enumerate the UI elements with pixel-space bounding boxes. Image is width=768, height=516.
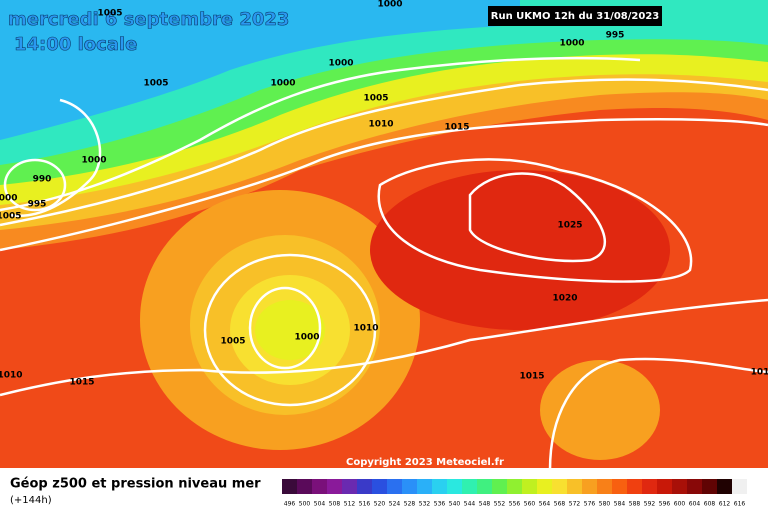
isobar-label: 1000 [559, 39, 584, 49]
isobar-label: 1015 [444, 123, 469, 133]
legend-swatch [357, 479, 372, 494]
legend-swatch [462, 479, 477, 494]
legend-swatch [522, 479, 537, 494]
legend-label: 496 [284, 501, 296, 508]
time-title: 14:00 locale [14, 34, 137, 55]
legend-swatch [552, 479, 567, 494]
legend-label: 584 [614, 501, 626, 508]
date-title: mercredi 6 septembre 2023 [8, 9, 289, 30]
isobar-label: 1005 [97, 9, 122, 19]
legend-label: 544 [464, 501, 476, 508]
isobar-label: 1000 [270, 79, 295, 89]
legend-swatch [627, 479, 642, 494]
legend-swatch [702, 479, 717, 494]
legend-swatch [342, 479, 357, 494]
isobar-label: 1025 [557, 221, 582, 231]
legend-swatch [537, 479, 552, 494]
legend-label: 548 [479, 501, 491, 508]
legend-swatch [477, 479, 492, 494]
isobar-label: 1010 [353, 324, 378, 334]
legend-label: 552 [494, 501, 506, 508]
legend-label: 576 [584, 501, 596, 508]
isobar-label: 1010 [368, 120, 393, 130]
legend-swatch [387, 479, 402, 494]
legend-swatch [282, 479, 297, 494]
isobar-label: 1015 [519, 372, 544, 382]
legend-swatch [567, 479, 582, 494]
isobar-label: 1000 [328, 59, 353, 69]
isobar-label: 990 [33, 175, 52, 185]
legend-swatch [417, 479, 432, 494]
legend-label: 568 [554, 501, 566, 508]
isobar-label: 1005 [363, 94, 388, 104]
copyright: Copyright 2023 Meteociel.fr [346, 457, 504, 468]
footer-subtitle: (+144h) [10, 495, 52, 506]
legend-label: 512 [344, 501, 356, 508]
isobar-label: 1000 [377, 0, 402, 10]
legend-label: 596 [659, 501, 671, 508]
legend-swatch [432, 479, 447, 494]
legend-swatch [372, 479, 387, 494]
legend-label: 508 [329, 501, 341, 508]
legend-label: 612 [719, 501, 731, 508]
legend-swatch [582, 479, 597, 494]
legend-label: 592 [644, 501, 656, 508]
legend-label: 560 [524, 501, 536, 508]
isobar-label: 1020 [552, 294, 577, 304]
run-info: Run UKMO 12h du 31/08/2023 [491, 11, 660, 22]
legend-label: 504 [314, 501, 326, 508]
isobar-label: 1015 [69, 378, 94, 388]
legend-label: 540 [449, 501, 461, 508]
legend-swatch [507, 479, 522, 494]
isobar-label: 1000 [0, 194, 18, 204]
map-background [0, 0, 768, 468]
isobar-label: 1000 [81, 156, 106, 166]
legend-swatch [687, 479, 702, 494]
isobar-label: 995 [28, 200, 47, 210]
legend-swatch [717, 479, 732, 494]
legend-label: 600 [674, 501, 686, 508]
legend-label: 564 [539, 501, 551, 508]
legend-label: 520 [374, 501, 386, 508]
legend-label: 608 [704, 501, 716, 508]
legend-label: 524 [389, 501, 401, 508]
legend-label: 572 [569, 501, 581, 508]
isobar-label: 1010 [0, 371, 23, 381]
legend-label: 536 [434, 501, 446, 508]
run-box [488, 6, 662, 26]
isobar-label: 1005 [0, 212, 22, 222]
legend-label: 532 [419, 501, 431, 508]
legend-swatch [597, 479, 612, 494]
legend-swatch [642, 479, 657, 494]
legend-label: 516 [359, 501, 371, 508]
legend-label: 604 [689, 501, 701, 508]
isobar-labels: 1005 1000 995 1000 1000 1005 1000 1005 1010 1015 1… [0, 0, 768, 388]
legend-swatch [657, 479, 672, 494]
legend-label: 588 [629, 501, 641, 508]
legend-label: 556 [509, 501, 521, 508]
isobar-label: 1000 [294, 333, 319, 343]
legend-swatch [732, 479, 747, 494]
isobar-label: 995 [606, 31, 625, 41]
isobar-label: 1005 [220, 337, 245, 347]
legend-swatch [327, 479, 342, 494]
color-legend: 496 500 504 508 512 516 520 524 528 532 536 540 544 5… [282, 479, 747, 508]
legend-swatch [312, 479, 327, 494]
legend-swatch [297, 479, 312, 494]
legend-swatch [447, 479, 462, 494]
legend-swatch [402, 479, 417, 494]
legend-label: 616 [734, 501, 746, 508]
footer-title: Géop z500 et pression niveau mer [10, 477, 261, 492]
isobar-label: 101 [751, 368, 768, 378]
legend-swatch [492, 479, 507, 494]
legend-label: 528 [404, 501, 416, 508]
isobar-label: 1005 [143, 79, 168, 89]
legend-label: 580 [599, 501, 611, 508]
legend-label: 500 [299, 501, 311, 508]
legend-swatch [672, 479, 687, 494]
legend-swatch [612, 479, 627, 494]
isobar-lines [0, 56, 768, 471]
